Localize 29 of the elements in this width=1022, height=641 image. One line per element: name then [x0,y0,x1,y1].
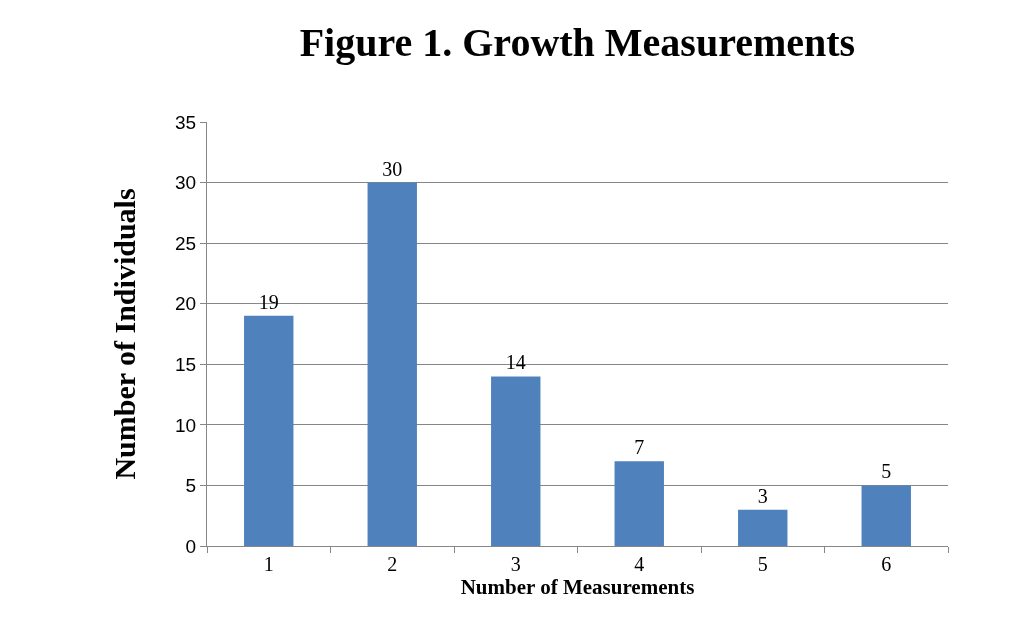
y-tick-label: 30 [175,172,197,194]
data-label: 7 [634,436,645,459]
data-label: 19 [258,290,279,313]
bar [861,485,911,546]
bar [244,315,294,546]
bar [738,509,788,546]
data-label: 14 [505,351,526,374]
x-tick-label: 2 [387,553,398,575]
y-tick-label: 5 [185,475,197,497]
x-tick-label: 6 [881,553,892,575]
y-axis-title: Number of Individuals [108,188,142,480]
bar [491,376,541,546]
y-tick-label: 20 [175,293,197,315]
x-tick-label: 1 [263,553,274,575]
y-tick-label: 35 [175,111,197,133]
x-tick-label: 3 [510,553,521,575]
bar [367,182,417,546]
data-label: 5 [881,460,892,483]
chart-title: Figure 1. Growth Measurements [299,19,856,65]
y-tick-label: 10 [175,414,197,436]
y-tick-label: 0 [185,535,197,557]
data-label: 30 [382,157,403,180]
x-tick-label: 4 [634,553,645,575]
x-axis-title: Number of Measurements [460,575,695,599]
y-tick-label: 25 [175,232,197,254]
y-tick-label: 15 [175,353,197,375]
data-label: 3 [757,484,768,507]
x-tick-label: 5 [757,553,768,575]
bar [614,461,664,546]
